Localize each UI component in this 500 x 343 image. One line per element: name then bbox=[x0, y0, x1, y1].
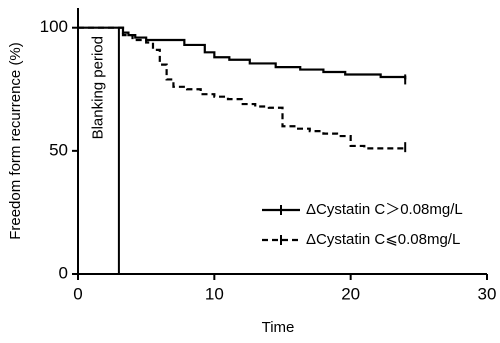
x-tick-label: 20 bbox=[341, 284, 360, 303]
km-curve bbox=[78, 26, 407, 150]
y-tick-label: 50 bbox=[49, 140, 68, 159]
x-tick-label: 10 bbox=[205, 284, 224, 303]
y-axis-label: Freedom form recurrence (%) bbox=[7, 42, 24, 240]
legend-label: ΔCystatin C⩽0.08mg/L bbox=[306, 231, 460, 248]
x-tick-label: 30 bbox=[478, 284, 497, 303]
x-tick-label: 0 bbox=[73, 284, 82, 303]
legend-label: ΔCystatin C＞0.08mg/L bbox=[306, 201, 463, 218]
y-tick-label: 0 bbox=[59, 263, 68, 282]
x-axis-label: Time bbox=[262, 319, 295, 336]
blanking-label: Blanking period bbox=[89, 36, 106, 139]
km-curve bbox=[78, 26, 407, 80]
y-tick-label: 100 bbox=[40, 17, 68, 36]
